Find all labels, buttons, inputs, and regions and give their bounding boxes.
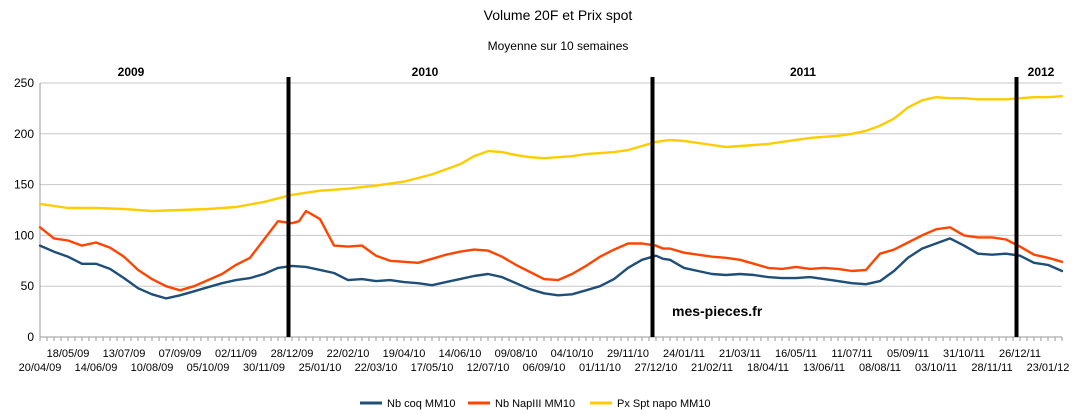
x-tick-label: 20/04/09 xyxy=(19,362,62,374)
x-tick-label: 21/02/11 xyxy=(691,362,733,374)
series-line-3 xyxy=(38,94,1064,213)
x-tick-label: 18/04/11 xyxy=(747,362,789,374)
x-tick-label: 05/10/09 xyxy=(187,362,230,374)
x-axis: 20/04/09 18/05/09 14/06/09 13/07/09 10/08/09… xyxy=(19,337,1070,374)
x-tick-label: 16/05/11 xyxy=(775,348,817,360)
x-tick-label: 14/06/10 xyxy=(439,348,482,360)
x-tick-label: 08/08/11 xyxy=(859,362,901,374)
x-tick-label: 11/07/11 xyxy=(831,348,872,360)
legend: Nb coq MM10 Nb NapIII MM10 Px Spt napo MM1… xyxy=(360,398,711,410)
x-tick-label: 14/06/09 xyxy=(75,362,118,374)
x-tick-label: 28/12/09 xyxy=(271,348,314,360)
year-markers: 2009 2010 2011 2012 xyxy=(118,65,1055,337)
x-tick-label: 25/01/10 xyxy=(299,362,342,374)
y-tick-label: 50 xyxy=(21,279,35,293)
chart-title: Volume 20F et Prix spot xyxy=(484,7,633,23)
x-tick-label: 29/11/10 xyxy=(607,348,649,360)
x-tick-label: 21/03/11 xyxy=(719,348,761,360)
x-tick-label: 07/09/09 xyxy=(159,348,202,360)
x-tick-label: 13/06/11 xyxy=(803,362,845,374)
x-tick-label: 10/08/09 xyxy=(131,362,174,374)
x-tick-label: 27/12/10 xyxy=(635,362,678,374)
series-line-2 xyxy=(38,209,1064,292)
y-tick-label: 100 xyxy=(14,228,34,242)
x-tick-label: 01/11/10 xyxy=(579,362,621,374)
year-label: 2012 xyxy=(1028,65,1055,79)
x-tick-label: 24/01/11 xyxy=(663,348,705,360)
x-tick-label: 28/11/11 xyxy=(971,362,1012,374)
legend-label: Nb coq MM10 xyxy=(387,398,455,410)
x-tick-label: 04/10/10 xyxy=(551,348,594,360)
x-tick-label: 30/11/09 xyxy=(243,362,285,374)
x-tick-label: 06/09/10 xyxy=(523,362,566,374)
y-tick-label: 0 xyxy=(27,330,34,344)
chart-subtitle: Moyenne sur 10 semaines xyxy=(488,39,629,53)
y-tick-label: 200 xyxy=(14,127,34,141)
x-tick-label: 12/07/10 xyxy=(467,362,510,374)
legend-label: Px Spt napo MM10 xyxy=(617,398,711,410)
x-tick-label: 03/10/11 xyxy=(915,362,957,374)
year-label: 2010 xyxy=(412,65,439,79)
x-tick-label: 26/12/11 xyxy=(999,348,1041,360)
x-tick-label: 23/01/12 xyxy=(1027,362,1070,374)
year-label: 2011 xyxy=(790,65,816,79)
x-tick-label: 02/11/09 xyxy=(215,348,257,360)
x-tick-label: 31/10/11 xyxy=(943,348,985,360)
y-axis: 0 50 100 150 200 250 xyxy=(14,76,34,344)
x-tick-label: 17/05/10 xyxy=(411,362,454,374)
x-tick-label: 13/07/09 xyxy=(103,348,146,360)
watermark-text: mes-pieces.fr xyxy=(672,303,763,319)
x-tick-label: 09/08/10 xyxy=(495,348,538,360)
series-line-1 xyxy=(38,237,1064,300)
series-lines xyxy=(38,94,1064,300)
x-tick-label: 05/09/11 xyxy=(887,348,929,360)
y-tick-label: 250 xyxy=(14,76,34,90)
x-tick-label: 22/02/10 xyxy=(327,348,370,360)
x-tick-label: 18/05/09 xyxy=(47,348,90,360)
y-tick-label: 150 xyxy=(14,178,34,192)
x-tick-label: 22/03/10 xyxy=(355,362,398,374)
year-label: 2009 xyxy=(118,65,145,79)
legend-label: Nb NapIII MM10 xyxy=(495,398,575,410)
x-tick-label: 19/04/10 xyxy=(383,348,426,360)
